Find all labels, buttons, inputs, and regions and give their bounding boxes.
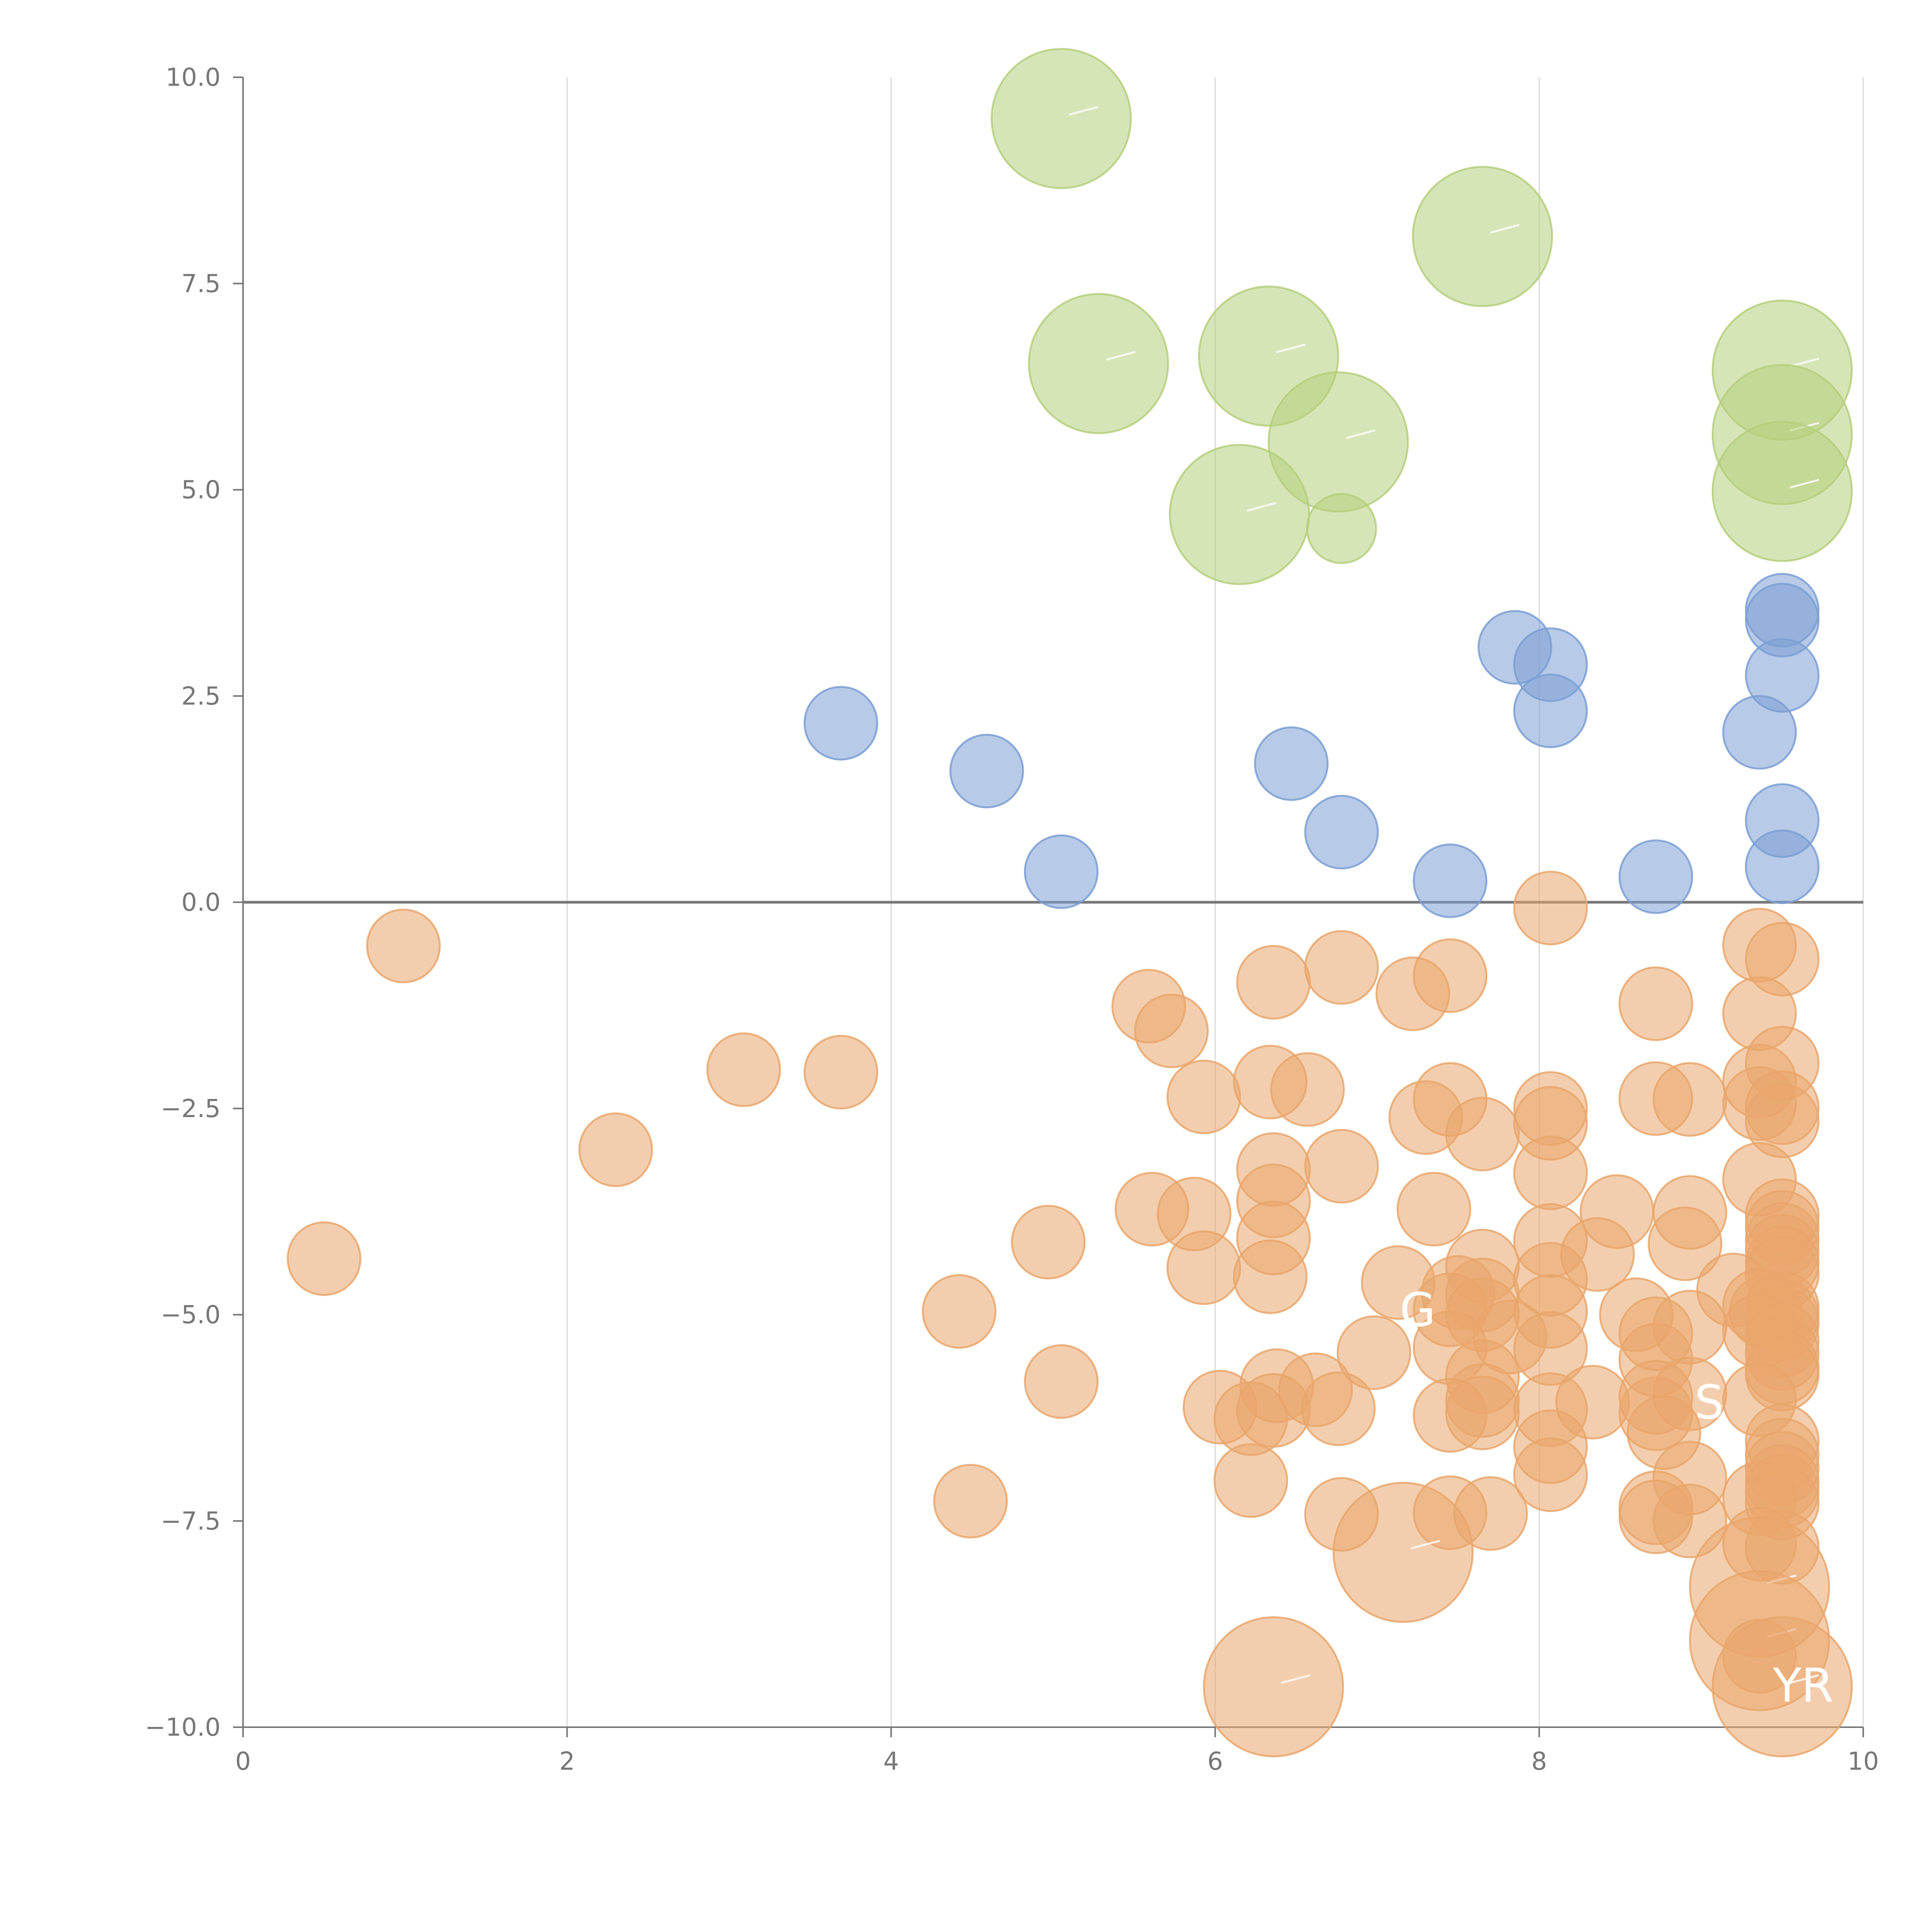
label-leader-line xyxy=(1068,106,1099,116)
data-point-small-positive xyxy=(949,734,1024,809)
data-point-negative xyxy=(933,1464,1008,1539)
data-point-small-positive xyxy=(1722,695,1797,770)
data-point-negative xyxy=(1134,993,1209,1068)
y-tick-label: −7.5 xyxy=(161,1507,221,1536)
point-annotation: YR xyxy=(1773,1659,1834,1713)
y-tick-label: −10.0 xyxy=(145,1713,221,1742)
data-point-large-positive xyxy=(990,48,1132,189)
data-point-negative xyxy=(1618,966,1693,1041)
data-point-small-positive xyxy=(1513,673,1588,748)
data-point-negative xyxy=(1301,1371,1376,1446)
data-point-negative xyxy=(366,908,441,983)
data-point-large-positive xyxy=(1306,493,1377,564)
data-point-negative xyxy=(1166,1230,1241,1305)
data-point-negative xyxy=(803,1035,878,1110)
data-point-small-positive xyxy=(1024,834,1099,909)
data-point-negative xyxy=(1375,956,1450,1031)
y-tick-label: 0.0 xyxy=(181,888,221,917)
y-tick-label: −2.5 xyxy=(161,1095,221,1123)
axes: 10.0 7.5 5.0 2.5 0.0 −2.5 −5.0 −7.5 −10.0 0 2 4 6 8 10 xyxy=(145,63,1879,1776)
data-point-negative xyxy=(1648,1206,1723,1281)
x-tick-label: 10 xyxy=(1847,1747,1879,1776)
x-tick-label: 0 xyxy=(235,1747,251,1776)
x-tick-label: 4 xyxy=(883,1747,899,1776)
data-point-small-positive xyxy=(1413,843,1488,918)
data-point-negative xyxy=(1304,930,1379,1005)
data-point-large-positive xyxy=(1169,444,1310,585)
label-leader-line xyxy=(1789,1674,1819,1684)
data-point-negative xyxy=(922,1274,997,1349)
x-tick-label: 6 xyxy=(1207,1747,1223,1776)
data-point-negative xyxy=(1166,1060,1241,1134)
data-point-small-positive xyxy=(1304,795,1379,870)
data-point-negative xyxy=(1396,1172,1471,1247)
label-leader-line xyxy=(1276,344,1306,354)
data-point-small-positive xyxy=(803,686,878,761)
data-point-negative xyxy=(1011,1205,1086,1280)
data-point-negative xyxy=(1233,1239,1308,1314)
data-point-small-positive xyxy=(1618,839,1693,914)
data-point-negative xyxy=(1332,1481,1474,1623)
label-leader-line xyxy=(1345,429,1376,439)
data-point-small-positive xyxy=(1745,829,1820,904)
label-leader-line xyxy=(1106,351,1136,361)
data-point-large-positive xyxy=(1028,293,1169,434)
data-point-negative xyxy=(1213,1443,1288,1518)
point-annotation: G xyxy=(1400,1284,1435,1337)
label-leader-line xyxy=(1247,502,1277,512)
y-tick-label: 7.5 xyxy=(181,270,221,298)
label-leader-line xyxy=(1410,1539,1440,1549)
data-point-negative xyxy=(1413,1378,1488,1453)
data-point-negative xyxy=(1513,1437,1588,1512)
data-point-negative xyxy=(1304,1129,1379,1204)
data-point-large-positive xyxy=(1711,421,1853,562)
label-leader-line xyxy=(1490,224,1520,234)
data-point-negative xyxy=(1024,1344,1099,1419)
data-point-negative xyxy=(1445,1097,1520,1172)
data-points xyxy=(287,48,1853,1757)
data-point-negative xyxy=(1513,1135,1588,1210)
data-point-negative xyxy=(1652,1062,1727,1137)
data-point-large-positive xyxy=(1412,166,1553,307)
data-point-negative xyxy=(1711,1616,1853,1757)
data-point-negative xyxy=(1236,945,1311,1020)
y-tick-label: 2.5 xyxy=(181,682,221,711)
data-point-negative xyxy=(1513,871,1588,946)
y-tick-label: −5.0 xyxy=(161,1301,221,1330)
data-point-negative xyxy=(578,1112,653,1187)
label-leader-line xyxy=(1789,357,1819,367)
data-point-negative xyxy=(1203,1616,1344,1757)
data-point-negative xyxy=(1270,1052,1345,1127)
y-tick-label: 10.0 xyxy=(166,63,221,92)
x-tick-label: 2 xyxy=(559,1747,575,1776)
x-tick-label: 8 xyxy=(1531,1747,1547,1776)
point-annotation: S xyxy=(1695,1376,1724,1430)
data-point-small-positive xyxy=(1254,726,1329,801)
data-point-negative xyxy=(706,1032,781,1107)
label-leader-line xyxy=(1281,1674,1311,1684)
y-tick-label: 5.0 xyxy=(181,476,221,505)
point-annotations: G S YR xyxy=(1400,1284,1833,1713)
data-point-negative xyxy=(287,1221,362,1296)
data-point-negative xyxy=(1337,1315,1412,1390)
label-leader-line xyxy=(1789,479,1819,489)
